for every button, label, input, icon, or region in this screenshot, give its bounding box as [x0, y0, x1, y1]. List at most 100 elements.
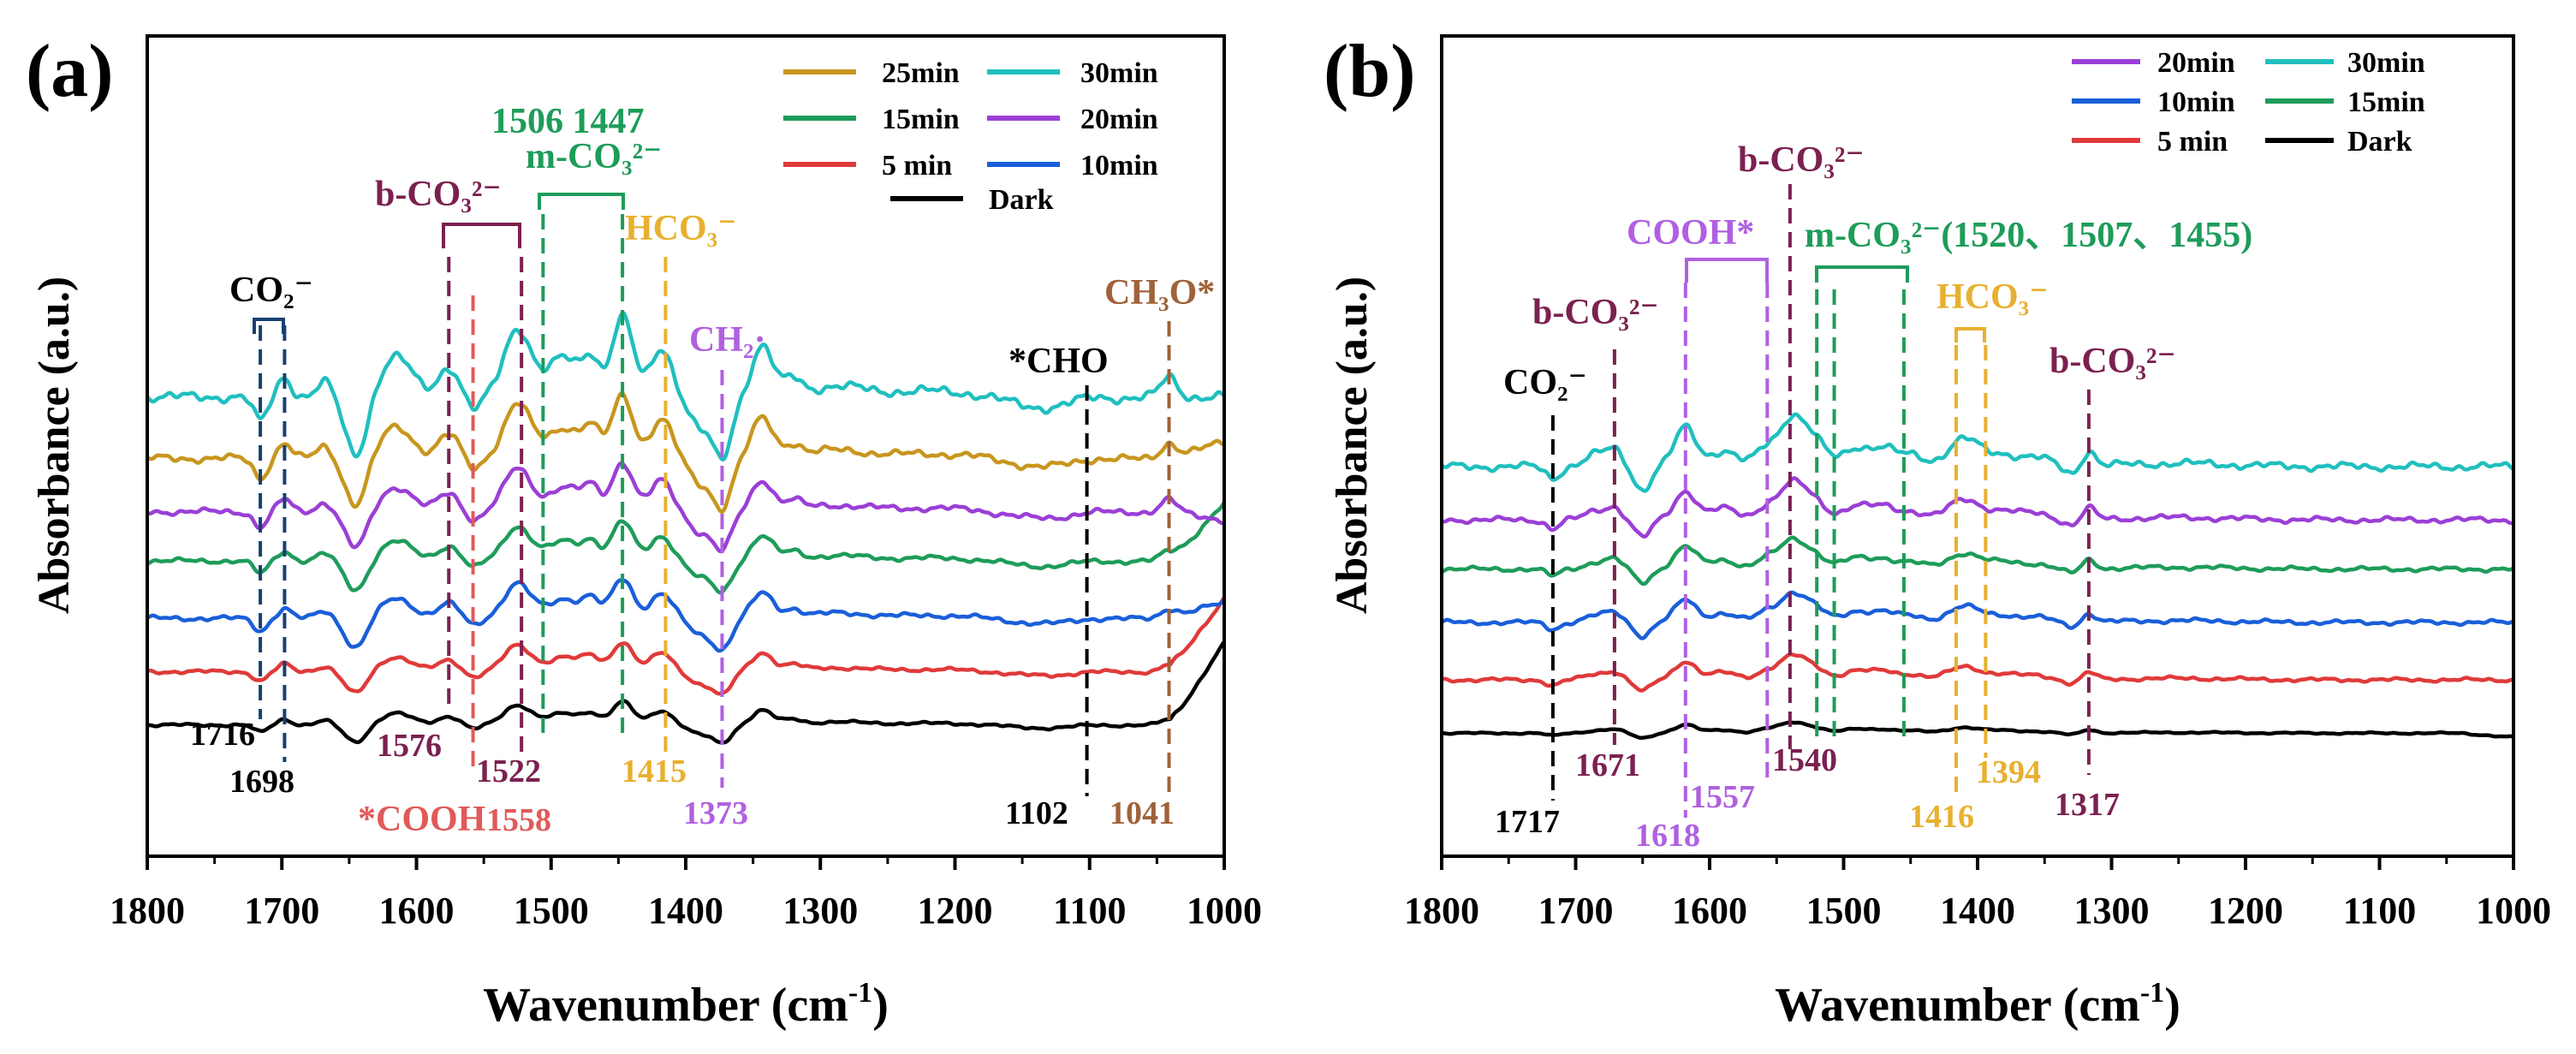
band-label-1698: 1698 [229, 764, 294, 800]
legend-label-b-30min: 30min [2347, 47, 2425, 79]
panel-a-series-5min [146, 596, 1226, 696]
panel-b-tick-label-1300: 1300 [2074, 890, 2150, 932]
band-label-1415: 1415 [622, 753, 687, 789]
panel-a-series-20min [146, 461, 1225, 554]
band-label-1717: 1717 [1495, 804, 1560, 840]
panel-a-band-lines [259, 214, 1171, 796]
panel-a-brackets [253, 193, 625, 334]
annot-cooh-a: *COOH [358, 800, 485, 839]
band-label-1394: 1394 [1976, 754, 2041, 790]
panel-b-series-5min [1441, 652, 2514, 693]
bracket-mco3-b [1815, 265, 1909, 283]
annot-bco3-b-1317: b-CO₃²⁻ [2049, 342, 2176, 381]
panel-b-tick-label-1800: 1800 [1404, 890, 1479, 932]
panel-b-legend: 20min 30min 10min 15min 5 min Dark [2072, 47, 2425, 158]
annot-co2-b: CO₂⁻ [1503, 363, 1587, 402]
panel-b-tick-label-1000: 1000 [2476, 890, 2551, 932]
panel-b-label: (b) [1324, 30, 1416, 113]
panel-b-tick-label-1400: 1400 [1940, 890, 2015, 932]
legend-label-15min: 15min [882, 104, 960, 135]
panel-a-band-labels: 1716 1698 1576 1522 1558 1415 1373 1102 … [190, 717, 1175, 838]
band-label-1317: 1317 [2055, 787, 2120, 823]
legend-label-b-10min: 10min [2157, 86, 2235, 118]
bracket-bco3-a [442, 223, 521, 248]
panel-a-tick-label-1500: 1500 [514, 890, 589, 932]
annot-mco3-b: m-CO₃²⁻(1520、1507、1455) [1805, 216, 2252, 255]
bracket-hco3-b [1954, 327, 1986, 342]
panel-b-y-axis-label: Absorbance (a.u.) [1328, 277, 1377, 614]
annot-bco3-b-1540: b-CO₃²⁻ [1738, 140, 1865, 180]
bracket-cooh-b [1685, 258, 1769, 283]
annot-mco3-a: m-CO₃²⁻ [526, 137, 662, 176]
panel-b-series-dark [1441, 720, 2514, 741]
panel-b-tick-label-1700: 1700 [1538, 890, 1614, 932]
panel-a-tick-label-1800: 1800 [110, 890, 185, 932]
panel-a-tick-label-1200: 1200 [918, 890, 993, 932]
panel-a-tick-label-1400: 1400 [648, 890, 723, 932]
band-label-1558: 1558 [486, 802, 551, 838]
legend-label-b-5min: 5 min [2157, 126, 2228, 158]
band-label-1540: 1540 [1772, 742, 1837, 778]
annot-cho: *CHO [1008, 342, 1109, 381]
legend-label-25min: 25min [882, 57, 960, 89]
panel-b-tick-label-1600: 1600 [1672, 890, 1747, 932]
panel-a-label: (a) [26, 30, 114, 113]
panel-b-tick-label-1100: 1100 [2343, 890, 2417, 932]
panel-b-annotations: CO₂⁻ b-CO₃²⁻ COOH* b-CO₃²⁻ m-CO₃²⁻(1520、… [1503, 140, 2252, 402]
legend-label-dark: Dark [989, 184, 1054, 216]
panel-b-series-30min [1440, 412, 2514, 493]
panel-a-x-ticks: 1800 1700 1600 1500 1400 1300 1200 1100 1000 [110, 856, 1262, 932]
band-label-1041: 1041 [1110, 795, 1175, 831]
panel-a-plot-frame [146, 34, 1226, 858]
band-label-1716: 1716 [190, 717, 255, 753]
panel-b-band-lines [1550, 184, 2091, 818]
panel-b-tick-label-1200: 1200 [2208, 890, 2283, 932]
panel-a-tick-label-1000: 1000 [1187, 890, 1262, 932]
annot-co2-a: CO₂⁻ [229, 271, 313, 310]
legend-label-10min: 10min [1080, 150, 1158, 182]
panel-b-series-15min [1441, 535, 2515, 587]
legend-label-b-dark: Dark [2347, 126, 2412, 158]
panel-b-series-20min [1441, 476, 2514, 539]
panel-a-series-30min [146, 311, 1226, 461]
band-label-1576: 1576 [377, 728, 442, 764]
panel-a-annotations: CO₂⁻ b-CO₃²⁻ 1506 1447 m-CO₃²⁻ HCO₃⁻ CH₂… [229, 102, 1215, 839]
annot-ch2: CH₂· [689, 320, 766, 360]
panel-a-x-axis-label: Wavenumber (cm-1) [483, 977, 889, 1032]
panel-b-x-ticks: 1800 1700 1600 1500 1400 1300 1200 1100 1000 [1404, 856, 2551, 932]
panel-a-curves [146, 311, 1226, 745]
annot-hco3-a: HCO₃⁻ [625, 209, 736, 248]
panel-a-tick-label-1600: 1600 [379, 890, 455, 932]
legend-label-20min: 20min [1080, 104, 1158, 135]
panel-a-legend: 25min 30min 15min 20min 5 min 10min Dark [783, 57, 1158, 216]
annot-1506-1447: 1506 1447 [491, 102, 645, 141]
panel-b: (b) 1800 1700 1600 1500 1400 1300 1200 1100 1000… [1324, 30, 2551, 1032]
panel-a: (a) 1800 1700 1600 1500 1400 1300 1200 1100 1000… [26, 30, 1262, 1032]
band-label-1522: 1522 [476, 753, 541, 789]
bracket-mco3-a [538, 193, 625, 210]
panel-b-tick-label-1500: 1500 [1806, 890, 1882, 932]
band-label-1618: 1618 [1635, 818, 1700, 854]
panel-b-x-axis-label: Wavenumber (cm-1) [1775, 977, 2180, 1032]
panel-a-series-10min [146, 578, 1226, 653]
panel-b-band-labels: 1717 1671 1618 1557 1540 1416 1394 1317 [1495, 742, 2120, 854]
panel-a-series-dark [146, 640, 1226, 745]
panel-b-series-10min [1441, 590, 2514, 640]
legend-label-b-20min: 20min [2157, 47, 2235, 79]
annot-bco3-a: b-CO₃²⁻ [375, 175, 502, 214]
panel-a-y-axis-label: Absorbance (a.u.) [30, 277, 79, 614]
annot-ch3o: CH₃O* [1104, 273, 1215, 313]
annot-cooh-b: COOH* [1627, 213, 1754, 253]
annot-hco3-b: HCO₃⁻ [1936, 277, 2048, 317]
panel-a-series-15min [146, 501, 1226, 595]
panel-b-brackets [1685, 258, 1986, 342]
bracket-co2-a [253, 318, 285, 334]
band-label-1373: 1373 [683, 795, 748, 831]
band-label-1671: 1671 [1575, 747, 1640, 783]
panel-b-curves [1440, 412, 2515, 741]
panel-a-tick-label-1300: 1300 [782, 890, 858, 932]
panel-a-tick-label-1700: 1700 [244, 890, 319, 932]
panel-a-series-25min [146, 391, 1225, 515]
panel-a-tick-label-1100: 1100 [1053, 890, 1127, 932]
